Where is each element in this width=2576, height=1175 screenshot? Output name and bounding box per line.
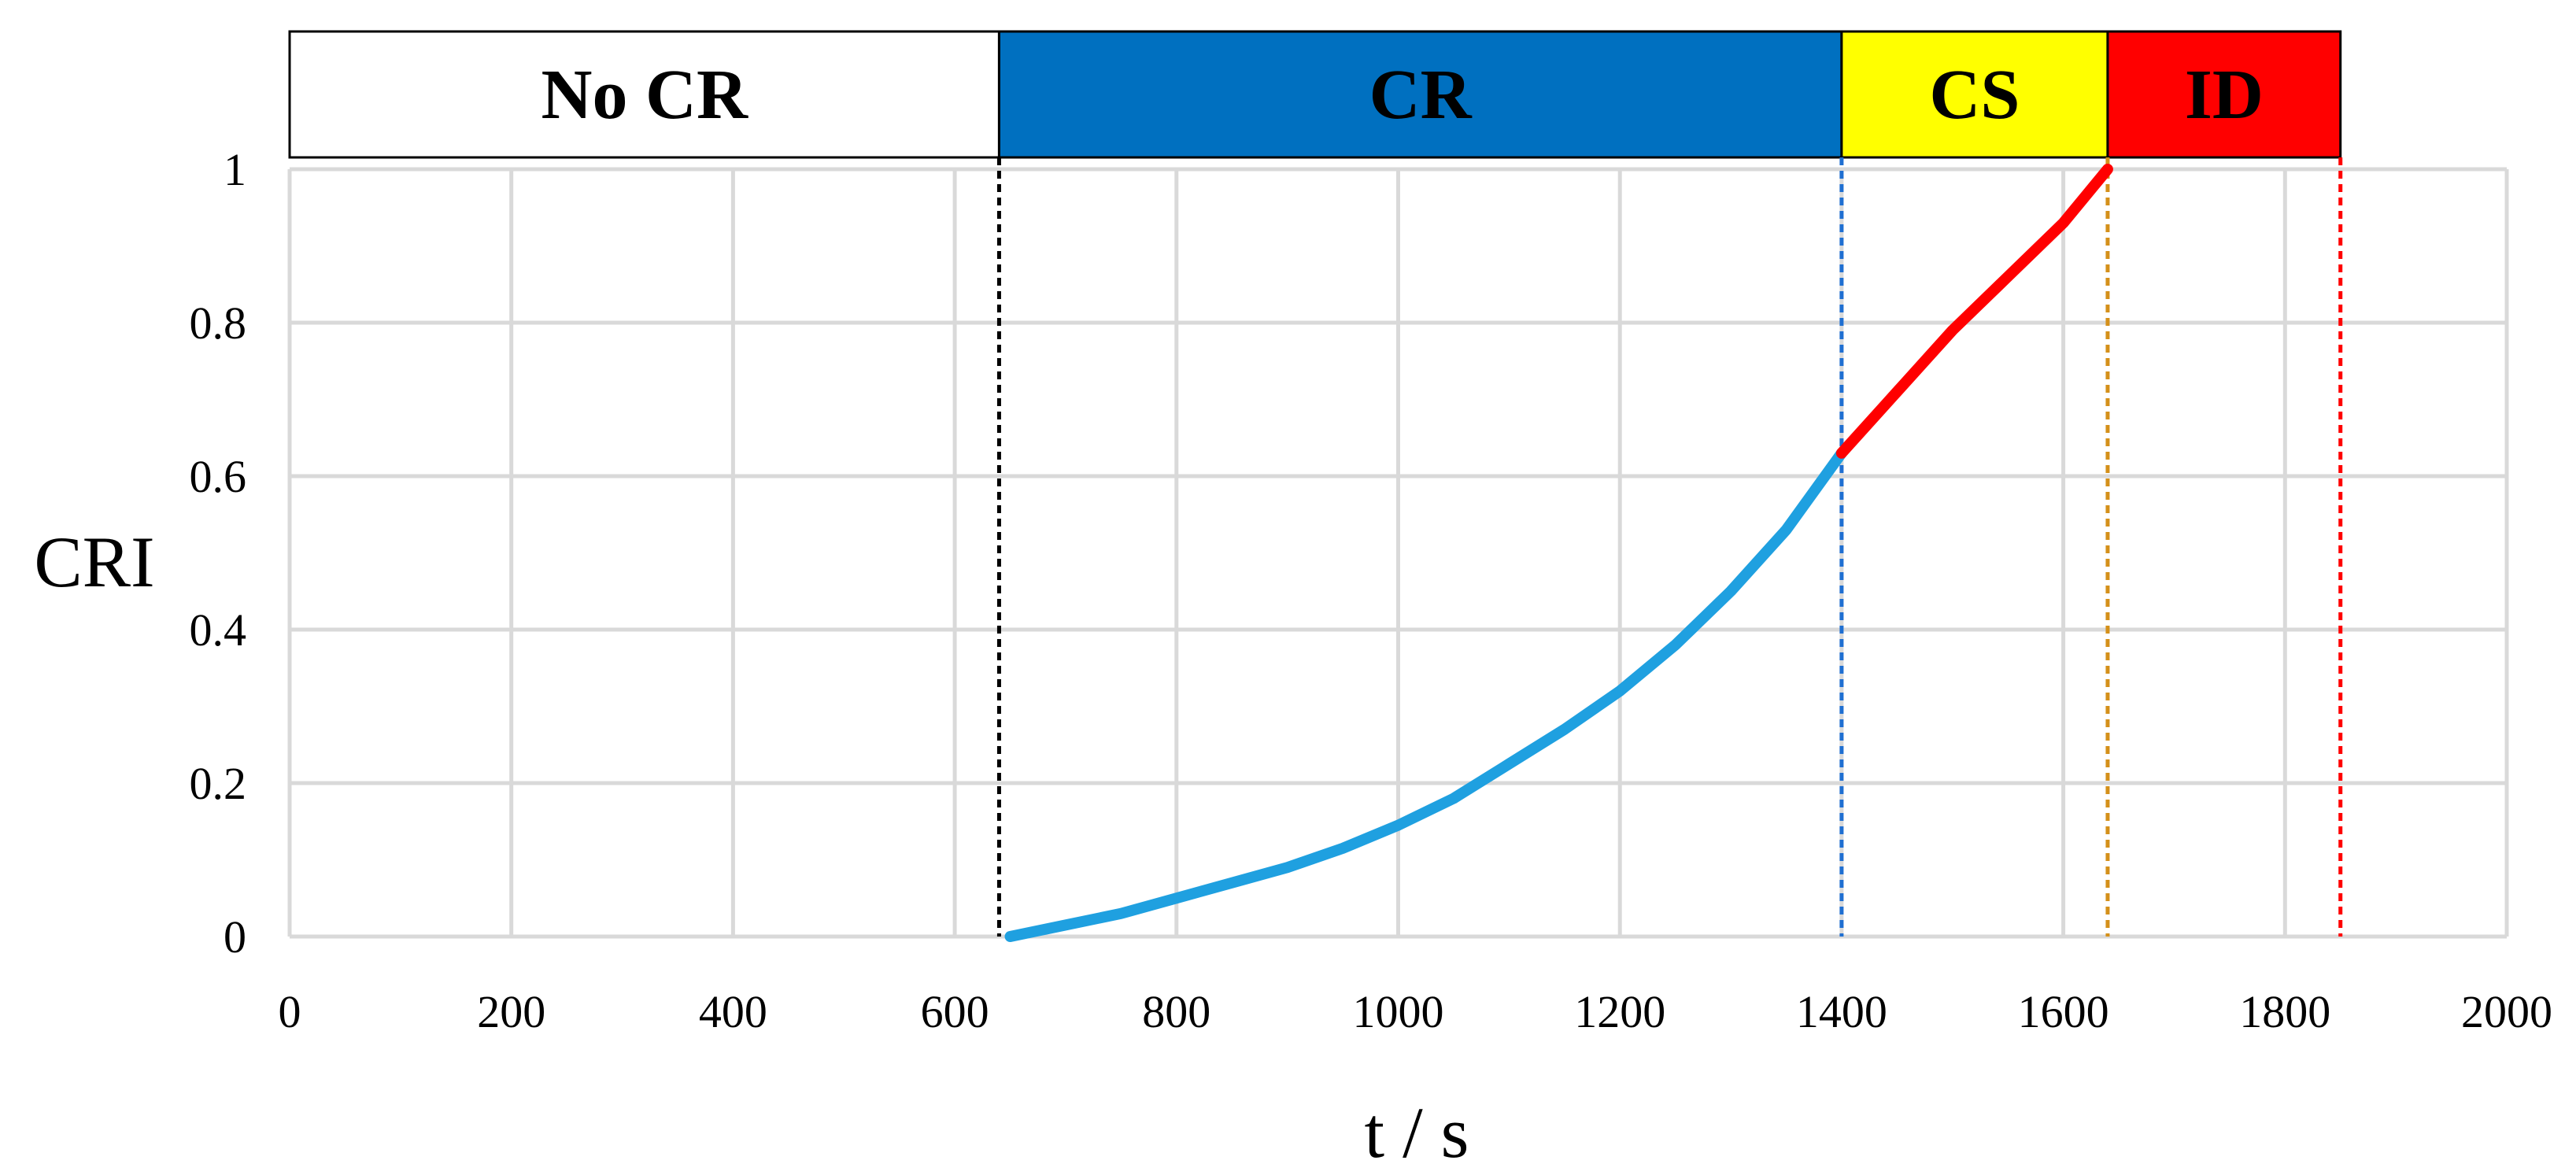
x-tick-label: 0 xyxy=(279,986,301,1037)
phase-block xyxy=(997,30,1843,159)
series xyxy=(1004,164,2113,942)
phase-label: CS xyxy=(1929,56,2020,134)
phase-label: No CR xyxy=(541,56,748,134)
x-tick-label: 600 xyxy=(921,986,989,1037)
x-axis-title: t / s xyxy=(1365,1092,1469,1173)
y-tick-label: 1 xyxy=(224,144,246,195)
series-line xyxy=(1004,447,1847,942)
x-tick-label: 2000 xyxy=(2461,986,2552,1037)
x-tick-label: 1600 xyxy=(2018,986,2109,1037)
phase-bar: No CR CR CS ID xyxy=(288,30,2342,159)
x-tick-label: 1400 xyxy=(1796,986,1887,1037)
y-tick-label: 0.4 xyxy=(190,604,247,656)
phase-label: ID xyxy=(2185,56,2264,134)
phase-block xyxy=(1840,30,2109,159)
phase-boundaries xyxy=(996,157,2343,937)
x-tick-label: 1800 xyxy=(2239,986,2330,1037)
series-line xyxy=(1835,164,2113,459)
phase-block xyxy=(288,30,1000,159)
x-tick-label: 800 xyxy=(1142,986,1210,1037)
y-tick-label: 0.6 xyxy=(190,451,247,502)
x-tick-label: 400 xyxy=(699,986,767,1037)
x-tick-label: 1000 xyxy=(1353,986,1444,1037)
tick-labels: 0 200 400 600 800 1000 1200 1400 1600 1800 2000 0 0.… xyxy=(190,144,2553,1037)
y-tick-label: 0 xyxy=(224,911,246,963)
phase-label: CR xyxy=(1369,56,1473,134)
y-tick-label: 0.8 xyxy=(190,297,247,349)
grid xyxy=(287,167,2509,939)
x-tick-label: 1200 xyxy=(1574,986,1665,1037)
phase-block xyxy=(2106,30,2342,159)
y-tick-label: 0.2 xyxy=(190,758,247,809)
x-tick-label: 200 xyxy=(477,986,545,1037)
y-axis-title: CRI xyxy=(34,522,154,602)
